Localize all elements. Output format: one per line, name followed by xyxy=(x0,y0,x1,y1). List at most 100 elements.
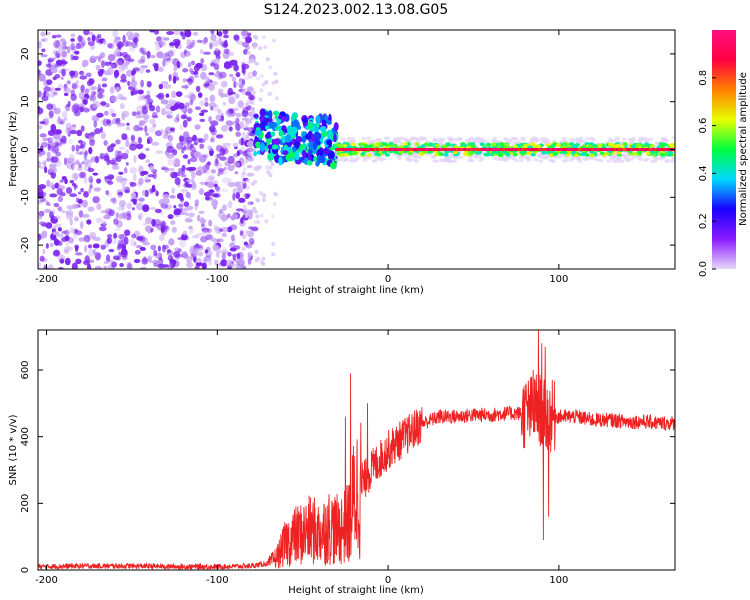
heatmap-cell xyxy=(126,122,130,126)
heatmap-cell xyxy=(561,159,567,163)
heatmap-cell xyxy=(38,41,42,49)
heatmap-cell xyxy=(131,233,137,239)
snr-panel: -200 -100 0 100 0 200 400 600 Height of straigh… xyxy=(8,329,676,596)
heatmap-cell xyxy=(261,82,266,87)
heatmap-cell xyxy=(244,102,249,107)
heatmap-cell xyxy=(159,234,165,242)
heatmap-cell xyxy=(94,156,100,164)
heatmap-cell xyxy=(203,154,209,158)
heatmap-cell xyxy=(241,41,250,48)
heatmap-cell xyxy=(49,234,54,241)
heatmap-cell xyxy=(160,220,165,227)
heatmap-cell xyxy=(69,130,78,135)
heatmap-cell xyxy=(218,228,224,232)
heatmap-cell xyxy=(232,192,236,201)
heatmap-cell xyxy=(228,126,233,132)
heatmap-cell xyxy=(632,152,639,156)
heatmap-cell xyxy=(73,110,81,117)
heatmap-cell xyxy=(191,39,196,45)
heatmap-cell xyxy=(215,250,220,258)
heatmap-cell xyxy=(242,106,249,114)
heatmap-cell xyxy=(133,230,141,238)
heatmap-cell xyxy=(266,170,271,175)
heatmap-cell xyxy=(207,145,214,152)
heatmap-cell xyxy=(142,204,150,213)
heatmap-cell xyxy=(98,53,104,60)
heatmap-cell xyxy=(161,55,170,60)
heatmap-cell xyxy=(261,256,266,261)
heatmap-cell xyxy=(38,184,47,190)
heatmap-cell xyxy=(119,103,125,110)
heatmap-cell xyxy=(65,106,70,111)
heatmap-cell xyxy=(92,248,97,255)
heatmap-cell xyxy=(167,50,174,58)
heatmap-cell xyxy=(144,125,148,133)
heatmap-cell xyxy=(244,213,249,218)
heatmap-cell xyxy=(69,226,75,232)
heatmap-cell xyxy=(113,49,121,58)
heatmap-cell xyxy=(204,97,209,102)
heatmap-cell xyxy=(55,129,62,135)
heatmap-cell xyxy=(193,71,199,75)
heatmap-cell xyxy=(160,35,166,43)
heatmap-cell xyxy=(115,117,121,125)
heatmap-cell xyxy=(182,119,188,128)
heatmap-cell xyxy=(162,134,171,139)
heatmap-cell xyxy=(117,43,122,50)
heatmap-cell xyxy=(74,244,80,250)
heatmap-cell xyxy=(258,46,263,51)
heatmap-cell xyxy=(321,119,327,128)
heatmap-cell xyxy=(193,250,198,257)
heatmap-cell xyxy=(201,230,210,238)
heatmap-cell xyxy=(119,262,124,268)
heatmap-cell xyxy=(204,249,209,254)
heatmap-cell xyxy=(41,38,46,42)
heatmap-cell xyxy=(202,164,210,172)
heatmap-cell xyxy=(47,264,54,269)
heatmap-cell xyxy=(546,150,552,155)
heatmap-cell xyxy=(250,110,255,114)
heatmap-cell xyxy=(60,38,66,43)
heatmap-cell xyxy=(39,221,46,225)
heatmap-cell xyxy=(171,187,176,194)
heatmap-cell xyxy=(571,150,577,155)
heatmap-cell xyxy=(155,94,163,98)
heatmap-cell xyxy=(157,66,164,73)
heatmap-cell xyxy=(88,175,94,184)
heatmap-cell xyxy=(551,139,557,143)
heatmap-cell xyxy=(162,197,170,205)
heatmap-cell xyxy=(103,260,109,265)
heatmap-cell xyxy=(484,153,490,157)
heatmap-cell xyxy=(484,139,490,144)
heatmap-cell xyxy=(64,249,69,253)
heatmap-cell xyxy=(227,165,235,172)
heatmap-cell xyxy=(246,179,251,183)
heatmap-cell xyxy=(210,169,216,174)
heatmap-cell xyxy=(255,76,260,81)
heatmap-cell xyxy=(552,152,558,157)
heatmap-cell xyxy=(244,121,249,129)
heatmap-cell xyxy=(207,189,216,194)
heatmap-cell xyxy=(212,103,219,112)
heatmap-cell xyxy=(219,156,227,161)
heatmap-cell xyxy=(470,144,476,149)
heatmap-cell xyxy=(274,138,281,146)
heatmap-cell xyxy=(196,232,203,237)
heatmap-cell xyxy=(617,159,623,163)
heatmap-cell xyxy=(197,39,202,43)
heatmap-cell xyxy=(141,51,148,56)
heatmap-cell xyxy=(160,99,169,105)
heatmap-cell xyxy=(202,37,208,45)
heatmap-cell xyxy=(270,214,275,219)
heatmap-cell xyxy=(41,95,49,102)
heatmap-cell xyxy=(78,162,82,168)
heatmap-cell xyxy=(38,199,43,204)
heatmap-cell xyxy=(100,244,106,250)
heatmap-cell xyxy=(162,244,166,253)
heatmap-cell xyxy=(134,249,141,255)
heatmap-cell xyxy=(239,230,244,236)
heatmap-cell xyxy=(179,124,184,131)
heatmap-cell xyxy=(89,55,97,63)
heatmap-cell xyxy=(248,226,253,230)
